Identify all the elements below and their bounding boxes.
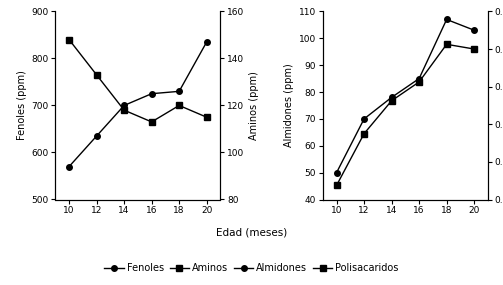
Y-axis label: Almidones (ppm): Almidones (ppm) — [284, 64, 294, 147]
Legend: Fenoles, Aminos, Almidones, Polisacaridos: Fenoles, Aminos, Almidones, Polisacarido… — [100, 260, 403, 277]
Y-axis label: Fenoles (ppm): Fenoles (ppm) — [17, 70, 27, 141]
Text: Edad (meses): Edad (meses) — [216, 227, 287, 237]
Y-axis label: Aminos (ppm): Aminos (ppm) — [249, 71, 259, 140]
